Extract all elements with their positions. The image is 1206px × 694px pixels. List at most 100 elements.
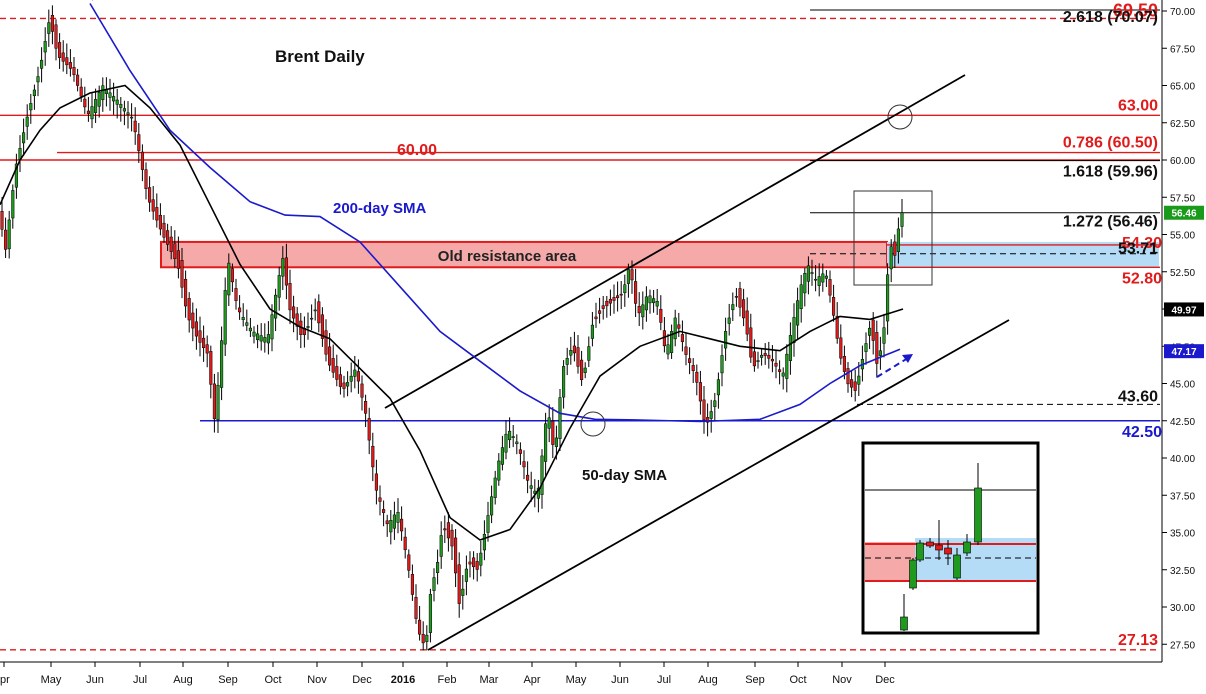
candle-body	[371, 445, 375, 468]
channel-lower-line	[427, 319, 1010, 651]
candle-body	[180, 260, 184, 288]
candle-body	[7, 219, 11, 250]
candle-body	[32, 89, 36, 96]
candle-body	[652, 298, 656, 304]
candle-body	[864, 343, 868, 352]
candle-body	[259, 335, 263, 342]
candle-body	[540, 455, 544, 495]
candle-body	[385, 520, 389, 525]
candle-body	[266, 334, 270, 344]
sma50-label: 50-day SMA	[582, 467, 667, 484]
candle-body	[594, 316, 598, 320]
candle-body	[691, 365, 695, 371]
candle-body	[313, 309, 317, 312]
y-tick-label-1: 30.00	[1170, 603, 1195, 614]
x-tick-label-14: Jun	[611, 674, 629, 686]
candle-body	[439, 535, 443, 557]
candle-body	[788, 335, 792, 361]
candle-body	[76, 74, 80, 86]
candle-body	[630, 269, 634, 281]
y-tick-label-15: 65.00	[1170, 82, 1195, 93]
candle-body	[850, 379, 854, 388]
price-tag-label-1: 49.97	[1171, 305, 1196, 316]
candle-body	[238, 307, 242, 313]
candle-body	[878, 350, 882, 356]
candle-body	[670, 331, 674, 353]
candle-body	[450, 529, 454, 547]
y-tick-label-10: 52.50	[1170, 268, 1195, 279]
x-tick-label-19: Nov	[832, 674, 852, 686]
candle-body	[659, 308, 663, 323]
sma200-label: 200-day SMA	[333, 200, 427, 217]
candle-body	[544, 423, 548, 462]
inset-candle-body	[900, 616, 908, 631]
channel-upper-line	[384, 74, 966, 409]
candle-body	[626, 269, 630, 284]
price-tag-2	[1164, 344, 1204, 359]
candle-body	[169, 236, 173, 252]
candle-body	[655, 301, 659, 307]
candle-body	[500, 447, 504, 465]
candle-body	[176, 250, 180, 269]
x-tick-label-15: Jul	[657, 674, 671, 686]
candle-body	[767, 354, 771, 359]
y-tick-label-12: 57.50	[1170, 193, 1195, 204]
candle-body	[90, 106, 94, 120]
candle-body	[202, 337, 206, 348]
x-tick-label-10: Feb	[438, 674, 457, 686]
candle-body	[263, 337, 267, 343]
candle-body	[828, 279, 832, 296]
candle-body	[698, 382, 702, 402]
sma200-line	[89, 3, 901, 423]
y-tick-label-7: 45.00	[1170, 380, 1195, 391]
y-tick-label-14: 62.50	[1170, 119, 1195, 130]
candle-body	[220, 340, 224, 388]
candle-body	[47, 22, 51, 34]
x-tick-label-18: Oct	[789, 674, 806, 686]
candle-body	[666, 344, 670, 355]
candle-body	[86, 110, 90, 114]
candle-body	[353, 369, 357, 377]
candle-body	[133, 120, 137, 133]
x-tick-label-1: May	[41, 674, 62, 686]
candle-body	[572, 345, 576, 354]
candle-body	[598, 310, 602, 314]
x-tick-label-11: Mar	[480, 674, 499, 686]
y-tick-label-16: 67.50	[1170, 44, 1195, 55]
level-label-6: 1.272 (56.46)	[1063, 214, 1158, 231]
candle-body	[151, 199, 155, 212]
candle-body	[173, 243, 177, 259]
candle-body	[461, 588, 465, 596]
candle-body	[583, 367, 587, 373]
candle-body	[317, 301, 321, 324]
candle-body	[115, 99, 119, 105]
candle-body	[900, 212, 904, 227]
candle-body	[166, 230, 170, 245]
candle-body	[446, 522, 450, 539]
level-label-9: 52.80	[1122, 270, 1162, 287]
candle-body	[277, 275, 281, 298]
candle-body	[821, 273, 825, 283]
candle-body	[137, 134, 141, 151]
candle-body	[673, 317, 677, 340]
candle-body	[328, 346, 332, 366]
candle-body	[554, 437, 558, 447]
candle-body	[882, 327, 886, 344]
candle-body	[623, 284, 627, 293]
candle-body	[853, 381, 857, 391]
candle-body	[637, 305, 641, 314]
x-tick-label-12: Apr	[523, 674, 540, 686]
x-tick-label-8: Dec	[352, 674, 372, 686]
inset-candle-body	[916, 542, 924, 561]
candle-body	[421, 634, 425, 644]
candle-body	[522, 461, 526, 468]
y-tick-label-5: 40.00	[1170, 454, 1195, 465]
candle-body	[796, 300, 800, 326]
candle-body	[184, 278, 188, 307]
candle-body	[868, 327, 872, 336]
candle-body	[770, 358, 774, 362]
x-tick-label-20: Dec	[875, 674, 895, 686]
candle-body	[684, 346, 688, 355]
